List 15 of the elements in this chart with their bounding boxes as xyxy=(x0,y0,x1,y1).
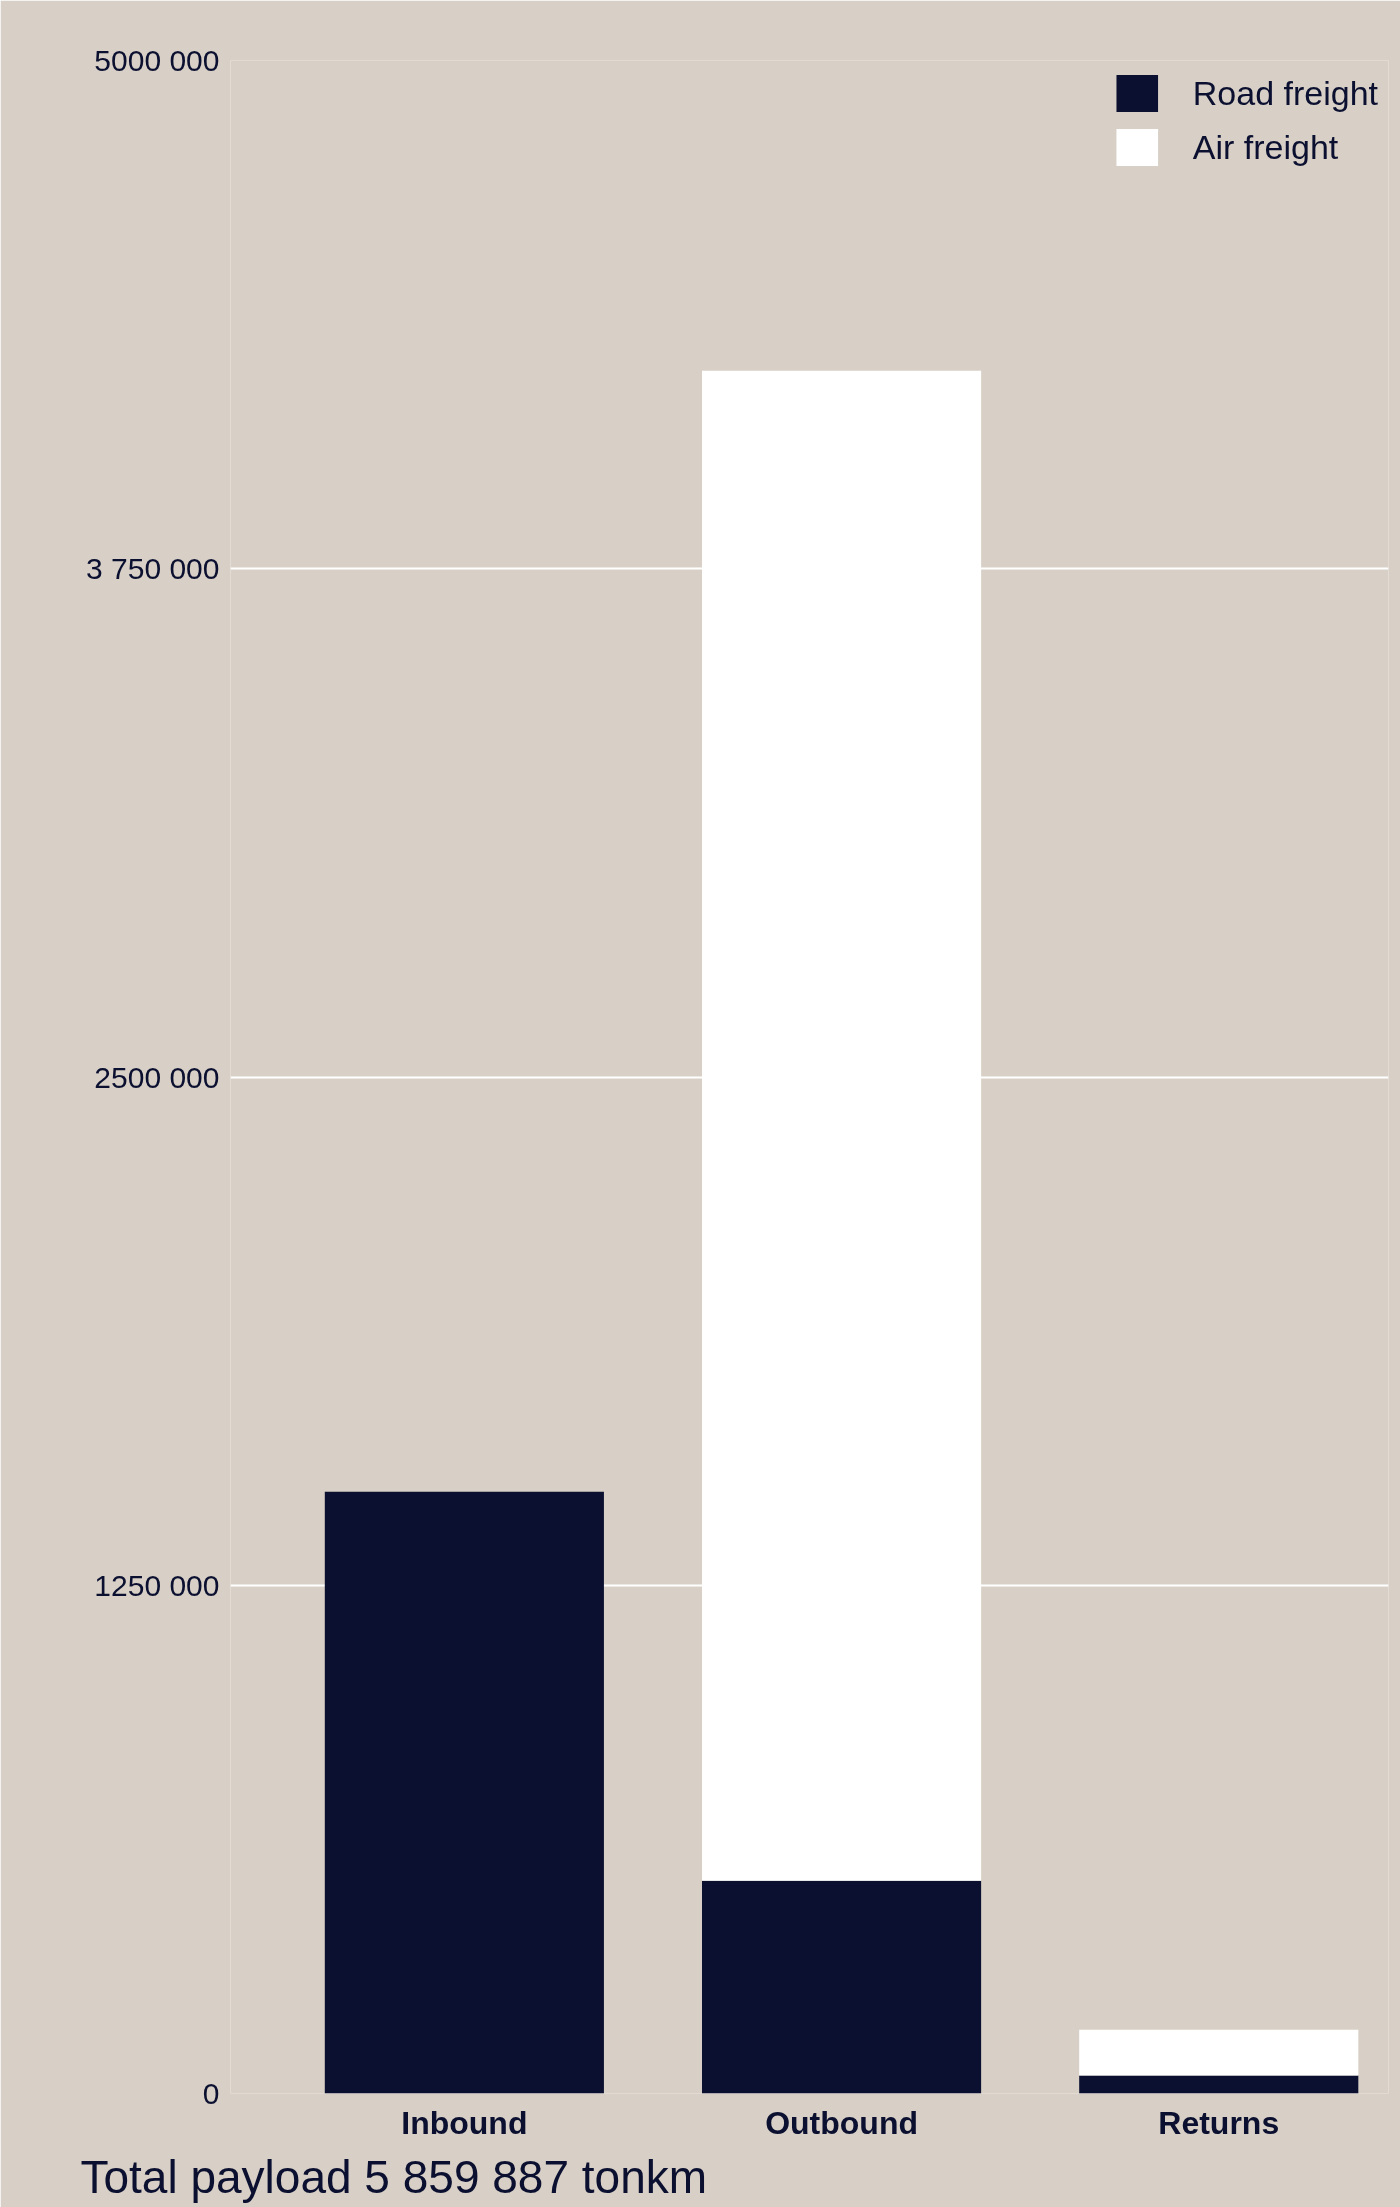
y-tick-label: 1250 000 xyxy=(94,1568,220,1602)
y-tick-label: 2500 000 xyxy=(94,1060,220,1094)
x-tick-label: Outbound xyxy=(765,2104,918,2141)
bar xyxy=(1079,2029,1359,2076)
x-tick-label: Returns xyxy=(1158,2104,1280,2141)
bar xyxy=(1079,2075,1359,2094)
legend-label: Road freight xyxy=(1192,73,1378,113)
y-tick-label: 0 xyxy=(202,2077,220,2110)
bar xyxy=(702,1880,982,2094)
y-tick-label: 3 750 000 xyxy=(86,552,220,586)
text: Total payload 5 859 887 tonkm xyxy=(80,2150,708,2203)
legend-label: Air freight xyxy=(1192,127,1339,167)
x-tick-label: Inbound xyxy=(401,2104,528,2141)
y-tick-label: 5000 000 xyxy=(94,44,220,77)
bar xyxy=(324,1491,604,2094)
